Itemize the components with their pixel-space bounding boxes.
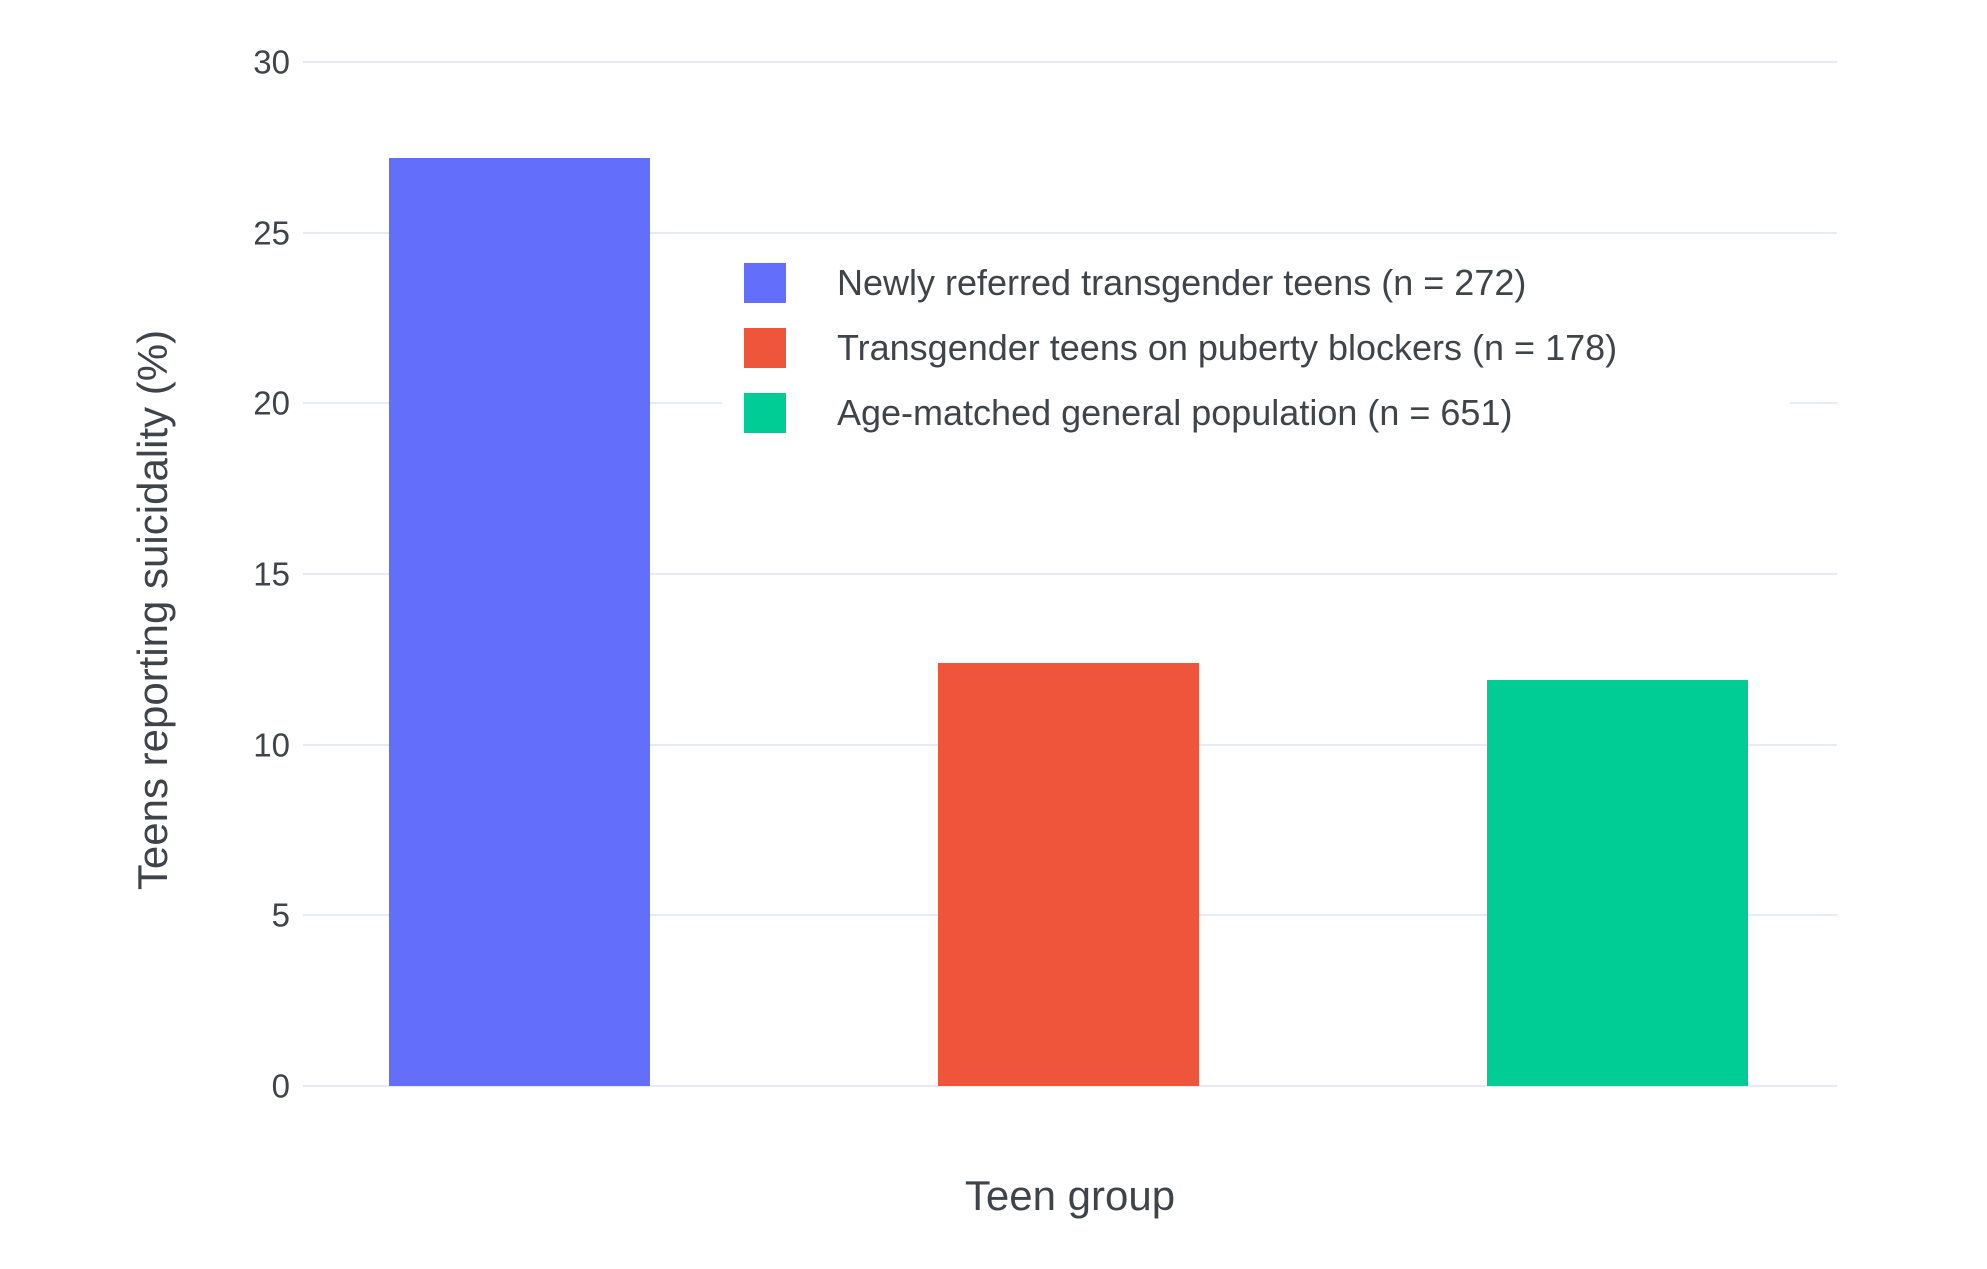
y-axis-tick-labels: 0 5 10 15 20 25 30	[0, 46, 296, 1103]
legend-item-general-population[interactable]: Age-matched general population (n = 651)	[744, 392, 1750, 434]
gridline-y-25	[303, 231, 1837, 234]
legend: Newly referred transgender teens (n = 27…	[722, 240, 1790, 458]
y-tick-label-10: 10	[253, 726, 290, 764]
legend-item-newly-referred[interactable]: Newly referred transgender teens (n = 27…	[744, 262, 1750, 304]
y-tick-label-5: 5	[271, 896, 290, 934]
y-tick-label-20: 20	[253, 384, 290, 422]
y-tick-label-25: 25	[253, 214, 290, 252]
bar-transgender-teens-on-puberty-blockers-n-178[interactable]	[937, 662, 1199, 1086]
legend-swatch-newly-referred	[744, 263, 786, 303]
y-tick-label-0: 0	[271, 1067, 290, 1105]
gridline-y-30	[303, 61, 1837, 63]
bar-newly-referred-transgender-teens-n-272[interactable]	[388, 157, 650, 1086]
x-axis-title: Teen group	[964, 1172, 1176, 1219]
y-tick-label-30: 30	[253, 43, 290, 81]
y-tick-label-15: 15	[253, 555, 290, 593]
legend-swatch-puberty-blockers	[744, 328, 786, 368]
legend-label: Newly referred transgender teens (n = 27…	[837, 262, 1527, 303]
legend-label: Transgender teens on puberty blockers (n…	[837, 327, 1618, 368]
bar-age-matched-general-population-n-651[interactable]	[1486, 679, 1749, 1086]
plot-area	[303, 61, 1837, 1087]
legend-item-puberty-blockers[interactable]: Transgender teens on puberty blockers (n…	[744, 327, 1750, 369]
x-axis-zero-line	[303, 1085, 1837, 1087]
legend-swatch-general-population	[744, 393, 786, 433]
legend-label: Age-matched general population (n = 651)	[837, 392, 1513, 433]
gridline-y-15	[303, 573, 1837, 575]
